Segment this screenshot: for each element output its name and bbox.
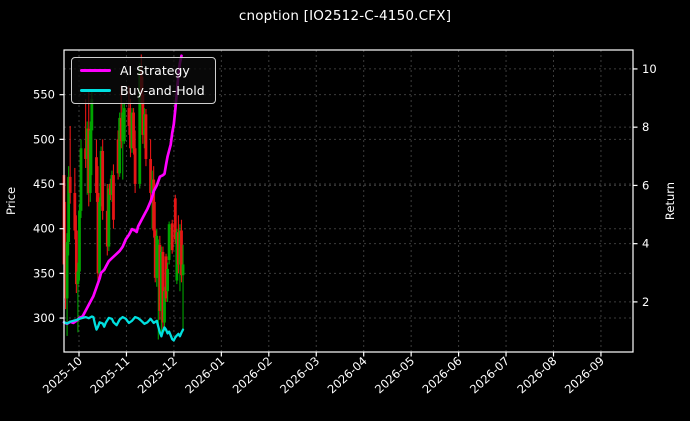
candle-body <box>84 148 88 160</box>
return-axis-label: Return <box>663 182 677 220</box>
candle-body <box>73 192 77 231</box>
candle-body <box>156 244 160 278</box>
candle-body <box>112 175 115 220</box>
price-tick-label: 500 <box>33 132 55 146</box>
date-tick-label: 2025-11 <box>87 354 132 397</box>
legend-item-ai-strategy: AI Strategy <box>80 63 205 78</box>
candle-body <box>130 112 134 149</box>
candle-body <box>107 188 111 247</box>
candle-body <box>85 128 89 160</box>
candle-body <box>132 112 135 149</box>
gridlines <box>64 50 633 352</box>
candle-body <box>108 184 112 195</box>
candle-body <box>121 112 125 142</box>
price-tick-label: 450 <box>33 177 55 191</box>
plot-border <box>63 49 634 353</box>
candle-body <box>166 268 169 292</box>
candle-body <box>95 157 98 193</box>
candle-body <box>64 264 67 299</box>
return-tick-label: 2 <box>642 295 649 309</box>
price-tick-label: 550 <box>33 88 55 102</box>
candle-body <box>116 139 120 174</box>
candle-body <box>155 235 159 278</box>
candle-body <box>133 148 137 185</box>
candle-body <box>158 244 162 311</box>
price-tick-label: 400 <box>33 222 55 236</box>
candle-body <box>144 114 148 160</box>
candle-body <box>87 128 91 193</box>
chart-title: cnoption [IO2512-C-4150.CFX] <box>238 8 452 24</box>
date-tick-label: 2026-05 <box>372 354 417 397</box>
candle-body <box>141 94 145 135</box>
return-tick-label: 10 <box>642 62 657 76</box>
candle-body <box>67 176 71 243</box>
legend-label: Buy-and-Hold <box>120 83 205 98</box>
candle-body <box>110 175 114 195</box>
date-tick-label: 2026-02 <box>230 354 275 397</box>
candle-body <box>101 150 105 211</box>
candle-body <box>170 223 174 251</box>
price-tick-label: 350 <box>33 266 55 280</box>
axis-ticks <box>59 68 638 357</box>
candle-body <box>159 251 163 311</box>
candle-body <box>138 72 142 185</box>
candle-body <box>178 230 182 265</box>
ai-strategy-line <box>62 54 183 326</box>
candle-body <box>152 179 156 231</box>
price-tick-label: 300 <box>33 311 55 325</box>
date-tick-label: 2026-07 <box>467 354 512 397</box>
candle-body <box>153 230 157 278</box>
candle-body <box>68 176 72 193</box>
candle-body <box>129 125 132 149</box>
candle-body <box>122 108 126 142</box>
return-tick-label: 4 <box>642 237 649 251</box>
date-tick-label: 2026-04 <box>325 354 370 397</box>
candle-body <box>167 224 171 260</box>
candle-body <box>88 130 92 193</box>
candle-body <box>163 291 166 323</box>
candle-body <box>177 232 180 265</box>
date-tick-label: 2026-01 <box>182 354 227 397</box>
date-tick-label: 2026-09 <box>562 354 607 397</box>
candle-body <box>161 251 165 323</box>
candle-body <box>127 108 131 126</box>
date-tick-label: 2026-08 <box>514 354 559 397</box>
candle-body <box>96 192 100 274</box>
date-tick-label: 2025-10 <box>40 354 85 397</box>
buy-and-hold-line-swatch <box>80 89 111 92</box>
candle-body <box>98 201 101 274</box>
candle-body <box>173 198 177 240</box>
candle-body <box>180 230 183 276</box>
candle-body <box>118 117 122 174</box>
candle-body <box>142 114 146 135</box>
candle-body <box>175 232 179 281</box>
candle-body <box>164 256 168 299</box>
date-tick-label: 2026-03 <box>277 354 322 397</box>
candle-body <box>74 230 78 285</box>
price-axis-label: Price <box>4 187 18 215</box>
candle-body <box>181 264 185 276</box>
return-tick-label: 8 <box>642 120 649 134</box>
candle-body <box>119 117 123 142</box>
candle-body <box>150 179 154 193</box>
legend-item-buy-and-hold: Buy-and-Hold <box>80 83 205 98</box>
candle-body <box>79 148 83 211</box>
buy-and-hold-line <box>62 315 185 342</box>
candle-body <box>78 210 81 272</box>
candle-body <box>90 99 94 131</box>
ai-strategy-line-swatch <box>80 69 111 72</box>
legend-label: AI Strategy <box>120 63 190 78</box>
date-tick-label: 2026-06 <box>420 354 465 397</box>
return-tick-label: 6 <box>642 178 649 192</box>
candle-body <box>99 150 103 202</box>
date-tick-label: 2025-12 <box>135 354 180 397</box>
candle-body <box>65 242 69 299</box>
legend: AI Strategy Buy-and-Hold <box>71 57 216 104</box>
candle-body <box>149 159 152 193</box>
candle-body <box>105 210 109 247</box>
candle-body <box>76 271 80 285</box>
